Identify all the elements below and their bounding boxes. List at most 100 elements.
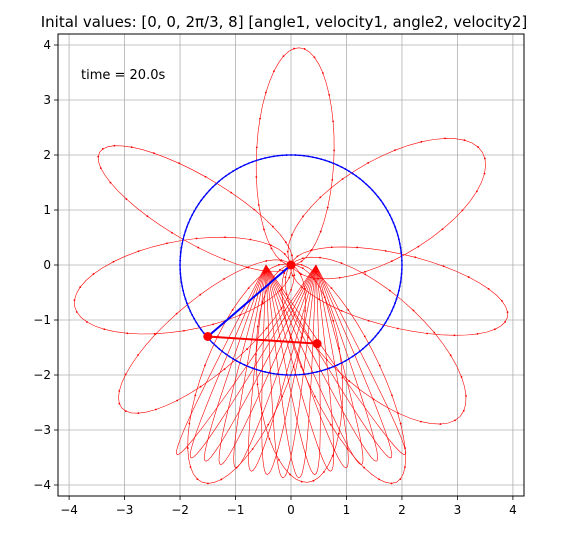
bob1-trace-point — [348, 170, 350, 172]
bob2-trace-point — [266, 327, 268, 329]
bob1-trace-point — [340, 166, 342, 168]
bob1-trace-point — [385, 207, 387, 209]
bob1-trace-point — [244, 364, 246, 366]
bob1-trace-point — [188, 222, 190, 224]
bob1-trace-point — [400, 247, 402, 249]
bob1-trace-point — [286, 374, 288, 376]
bob2-trace-point — [332, 120, 334, 122]
bob2-trace-point — [207, 482, 209, 484]
bob1-trace-point — [256, 159, 258, 161]
bob2-trace-point — [404, 466, 406, 468]
bob2-trace-point — [166, 242, 168, 244]
bob2-trace-point — [302, 216, 304, 218]
y-axis-ticks: −4−3−2−101234 — [33, 38, 58, 492]
bob1-trace-point — [181, 281, 183, 283]
bob2-trace-point — [413, 310, 415, 312]
bob1-trace-point — [399, 286, 401, 288]
bob1-trace-point — [252, 161, 254, 163]
bob1-trace-point — [374, 336, 376, 338]
bob1-trace-point — [181, 286, 183, 288]
bob2-trace-point — [291, 254, 293, 256]
bob1-trace-point — [352, 173, 354, 175]
bob1-trace-point — [385, 322, 387, 324]
bob1-trace-point — [240, 166, 242, 168]
bob2-trace-point — [414, 256, 416, 258]
bob1-trace-point — [401, 273, 403, 275]
bob2-trace-point — [391, 482, 393, 484]
bob2-trace-point — [288, 277, 290, 279]
pivot-point — [287, 261, 296, 270]
bob2-trace-point — [385, 250, 387, 252]
bob2-trace-point — [171, 232, 173, 234]
bob-1 — [203, 332, 212, 341]
bob2-trace-point — [348, 380, 350, 382]
bob1-trace-point — [268, 156, 270, 158]
bob2-trace-point — [461, 376, 463, 378]
bob1-trace-point — [303, 155, 305, 157]
x-axis-ticks: −4 −3 −2 −1 0 1 2 3 4 — [60, 496, 516, 517]
bob2-trace-point — [147, 215, 149, 217]
bob2-trace-point — [187, 447, 189, 449]
bob2-trace-point — [272, 226, 274, 228]
bob1-trace-point — [264, 157, 266, 159]
bob1-trace-point — [397, 234, 399, 236]
bob1-trace-point — [185, 230, 187, 232]
bob2-trace-point — [443, 265, 445, 267]
bob1-trace-point — [387, 210, 389, 212]
bob2-trace-point — [204, 365, 206, 367]
bob2-trace-point — [138, 250, 140, 252]
bob1-trace-point — [389, 214, 391, 216]
bob2-trace-point — [319, 196, 321, 198]
bob1-trace-point — [337, 364, 339, 366]
bob2-trace-point — [188, 423, 190, 425]
bob2-trace-loop — [285, 257, 466, 424]
bob1-trace-point — [186, 226, 188, 228]
chart-title: Inital values: [0, 0, 2π/3, 8] [angle1, … — [41, 13, 528, 31]
bob2-trace-point — [328, 94, 330, 96]
bob2-trace-point — [220, 479, 222, 481]
bob1-trace-point — [398, 290, 400, 292]
bob1-trace-point — [394, 226, 396, 228]
bob1-trace-point — [320, 370, 322, 372]
bob2-trace-point — [465, 395, 467, 397]
bob1-trace-point — [397, 294, 399, 296]
bob2-trace-loop — [256, 48, 334, 265]
bob2-trace-point — [368, 320, 370, 322]
x-tick-label: −3 — [116, 503, 134, 517]
bob2-trace-point — [293, 274, 295, 276]
bob1-trace-point — [268, 372, 270, 374]
bob1-trace-point — [369, 342, 371, 344]
bob2-trace-point — [257, 383, 259, 385]
bob1-trace-point — [394, 302, 396, 304]
y-tick-label: 4 — [43, 38, 51, 52]
bob1-trace-point — [355, 175, 357, 177]
bob1-trace-point — [218, 348, 220, 350]
y-tick-label: 1 — [43, 203, 51, 217]
bob1-trace-point — [344, 168, 346, 170]
bob2-trace-point — [176, 313, 178, 315]
bob1-trace-point — [185, 298, 187, 300]
bob1-trace-point — [294, 154, 296, 156]
bob1-trace-point — [203, 196, 205, 198]
bob1-trace-point — [256, 369, 258, 371]
bob2-trace-point — [246, 266, 248, 268]
bob2-trace-point — [484, 158, 486, 160]
bob1-trace-point — [324, 369, 326, 371]
bob1-trace-point — [400, 251, 402, 253]
bob1-trace-point — [307, 373, 309, 375]
bob1-trace-point — [228, 356, 230, 358]
bob1-trace-point — [398, 238, 400, 240]
bob1-trace-point — [193, 318, 195, 320]
bob2-trace-point — [190, 466, 192, 468]
bob2-trace-point — [199, 294, 201, 296]
bob2-trace-point — [278, 459, 280, 461]
bob2-trace-point — [256, 147, 258, 149]
bob2-trace-point — [314, 56, 316, 58]
bob1-trace-point — [260, 158, 262, 160]
bob-2 — [313, 339, 322, 348]
bob2-trace-point — [463, 410, 465, 412]
bob2-trace-point — [265, 92, 267, 94]
bob1-trace-point — [212, 342, 214, 344]
bob2-trace-point — [296, 255, 298, 257]
bob2-trace-point — [253, 209, 255, 211]
